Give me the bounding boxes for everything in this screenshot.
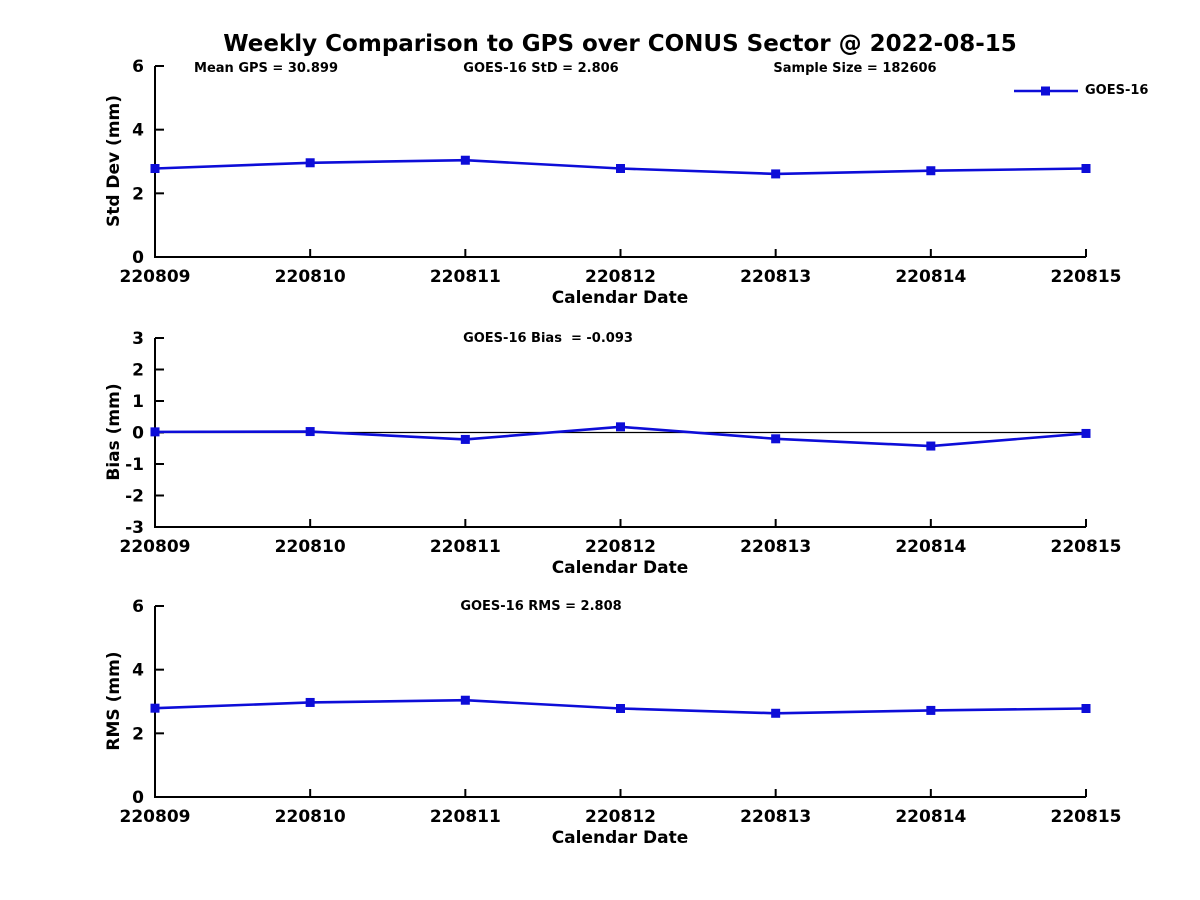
bias-data-point-marker — [1081, 428, 1091, 438]
stddev-x-tick-label: 220815 — [1051, 267, 1122, 287]
rms-data-point-marker — [150, 703, 160, 713]
rms-x-tick-label: 220813 — [740, 807, 811, 827]
bias-x-tick-label: 220814 — [895, 537, 966, 557]
bias-data-point-marker — [305, 427, 315, 437]
bias-y-tick-label: -1 — [125, 455, 144, 475]
rms-y-tick-label: 0 — [132, 788, 144, 808]
annotation-goes16-bias: GOES-16 Bias = -0.093 — [463, 331, 633, 346]
stddev-y-tick-label: 4 — [132, 121, 144, 141]
stddev-data-point-marker — [305, 158, 315, 168]
stddev-x-tick-label: 220810 — [275, 267, 346, 287]
stddev-axis-frame — [154, 66, 1086, 258]
annotation-goes16-std: GOES-16 StD = 2.806 — [463, 61, 619, 76]
rms-x-tick-label: 220812 — [585, 807, 656, 827]
stddev-y-tick-label: 2 — [132, 184, 144, 204]
bias-x-tick-label: 220813 — [740, 537, 811, 557]
rms-y-tick-label: 4 — [132, 661, 144, 681]
rms-x-tick-label: 220810 — [275, 807, 346, 827]
stddev-data-point-marker — [150, 164, 160, 174]
stddev-data-point-marker — [926, 166, 936, 176]
bias-y-tick-label: 0 — [132, 424, 144, 444]
stddev-data-point-marker — [1081, 164, 1091, 174]
rms-x-tick-label: 220809 — [120, 807, 191, 827]
rms-data-point-marker — [926, 705, 936, 715]
rms-x-axis-label: Calendar Date — [551, 828, 689, 848]
legend-label: GOES-16 — [1085, 83, 1149, 98]
rms-y-tick-label: 6 — [132, 597, 144, 617]
bias-y-tick-label: 2 — [132, 361, 144, 381]
stddev-x-tick-label: 220811 — [430, 267, 501, 287]
rms-x-tick-label: 220811 — [430, 807, 501, 827]
stddev-x-tick-label: 220813 — [740, 267, 811, 287]
bias-y-tick-label: -2 — [125, 487, 144, 507]
bias-y-tick-label: 1 — [132, 392, 144, 412]
annotation-goes16-rms: GOES-16 RMS = 2.808 — [460, 599, 622, 614]
rms-data-point-marker — [460, 695, 470, 705]
bias-y-axis-label: Bias (mm) — [104, 383, 124, 481]
rms-data-point-marker — [616, 704, 625, 714]
stddev-data-point-marker — [771, 169, 781, 179]
stddev-x-tick-label: 220814 — [895, 267, 966, 287]
stddev-y-tick-label: 0 — [132, 248, 144, 268]
stddev-x-axis-label: Calendar Date — [551, 288, 689, 308]
rms-axis-frame — [154, 606, 1086, 798]
bias-data-point-marker — [460, 434, 470, 444]
bias-data-point-marker — [150, 427, 160, 437]
rms-data-point-marker — [305, 697, 315, 707]
bias-x-tick-label: 220809 — [120, 537, 191, 557]
rms-data-point-marker — [1081, 704, 1091, 714]
bias-x-tick-label: 220811 — [430, 537, 501, 557]
bias-x-tick-label: 220810 — [275, 537, 346, 557]
annotation-sample-size: Sample Size = 182606 — [773, 61, 937, 76]
bias-data-point-marker — [616, 422, 625, 432]
rms-y-axis-label: RMS (mm) — [104, 651, 124, 751]
rms-y-tick-label: 2 — [132, 724, 144, 744]
legend: GOES-16 — [1014, 83, 1148, 98]
stddev-x-tick-label: 220812 — [585, 267, 656, 287]
bias-data-point-marker — [771, 434, 781, 444]
bias-x-axis-label: Calendar Date — [551, 558, 689, 578]
annotation-mean-gps: Mean GPS = 30.899 — [194, 61, 338, 76]
page-title: Weekly Comparison to GPS over CONUS Sect… — [223, 31, 1017, 57]
rms-data-point-marker — [771, 708, 781, 718]
stddev-data-point-marker — [460, 155, 470, 165]
stddev-x-tick-label: 220809 — [120, 267, 191, 287]
bias-x-tick-label: 220812 — [585, 537, 656, 557]
bias-data-point-marker — [926, 441, 936, 451]
legend-line-marker-icon — [1014, 86, 1078, 95]
bias-x-tick-label: 220815 — [1051, 537, 1122, 557]
stddev-data-point-marker — [616, 164, 625, 174]
stddev-y-axis-label: Std Dev (mm) — [104, 94, 124, 228]
rms-x-tick-label: 220815 — [1051, 807, 1122, 827]
bias-y-tick-label: 3 — [132, 329, 144, 349]
stddev-y-tick-label: 6 — [132, 57, 144, 77]
rms-x-tick-label: 220814 — [895, 807, 966, 827]
bias-y-tick-label: -3 — [125, 518, 144, 538]
